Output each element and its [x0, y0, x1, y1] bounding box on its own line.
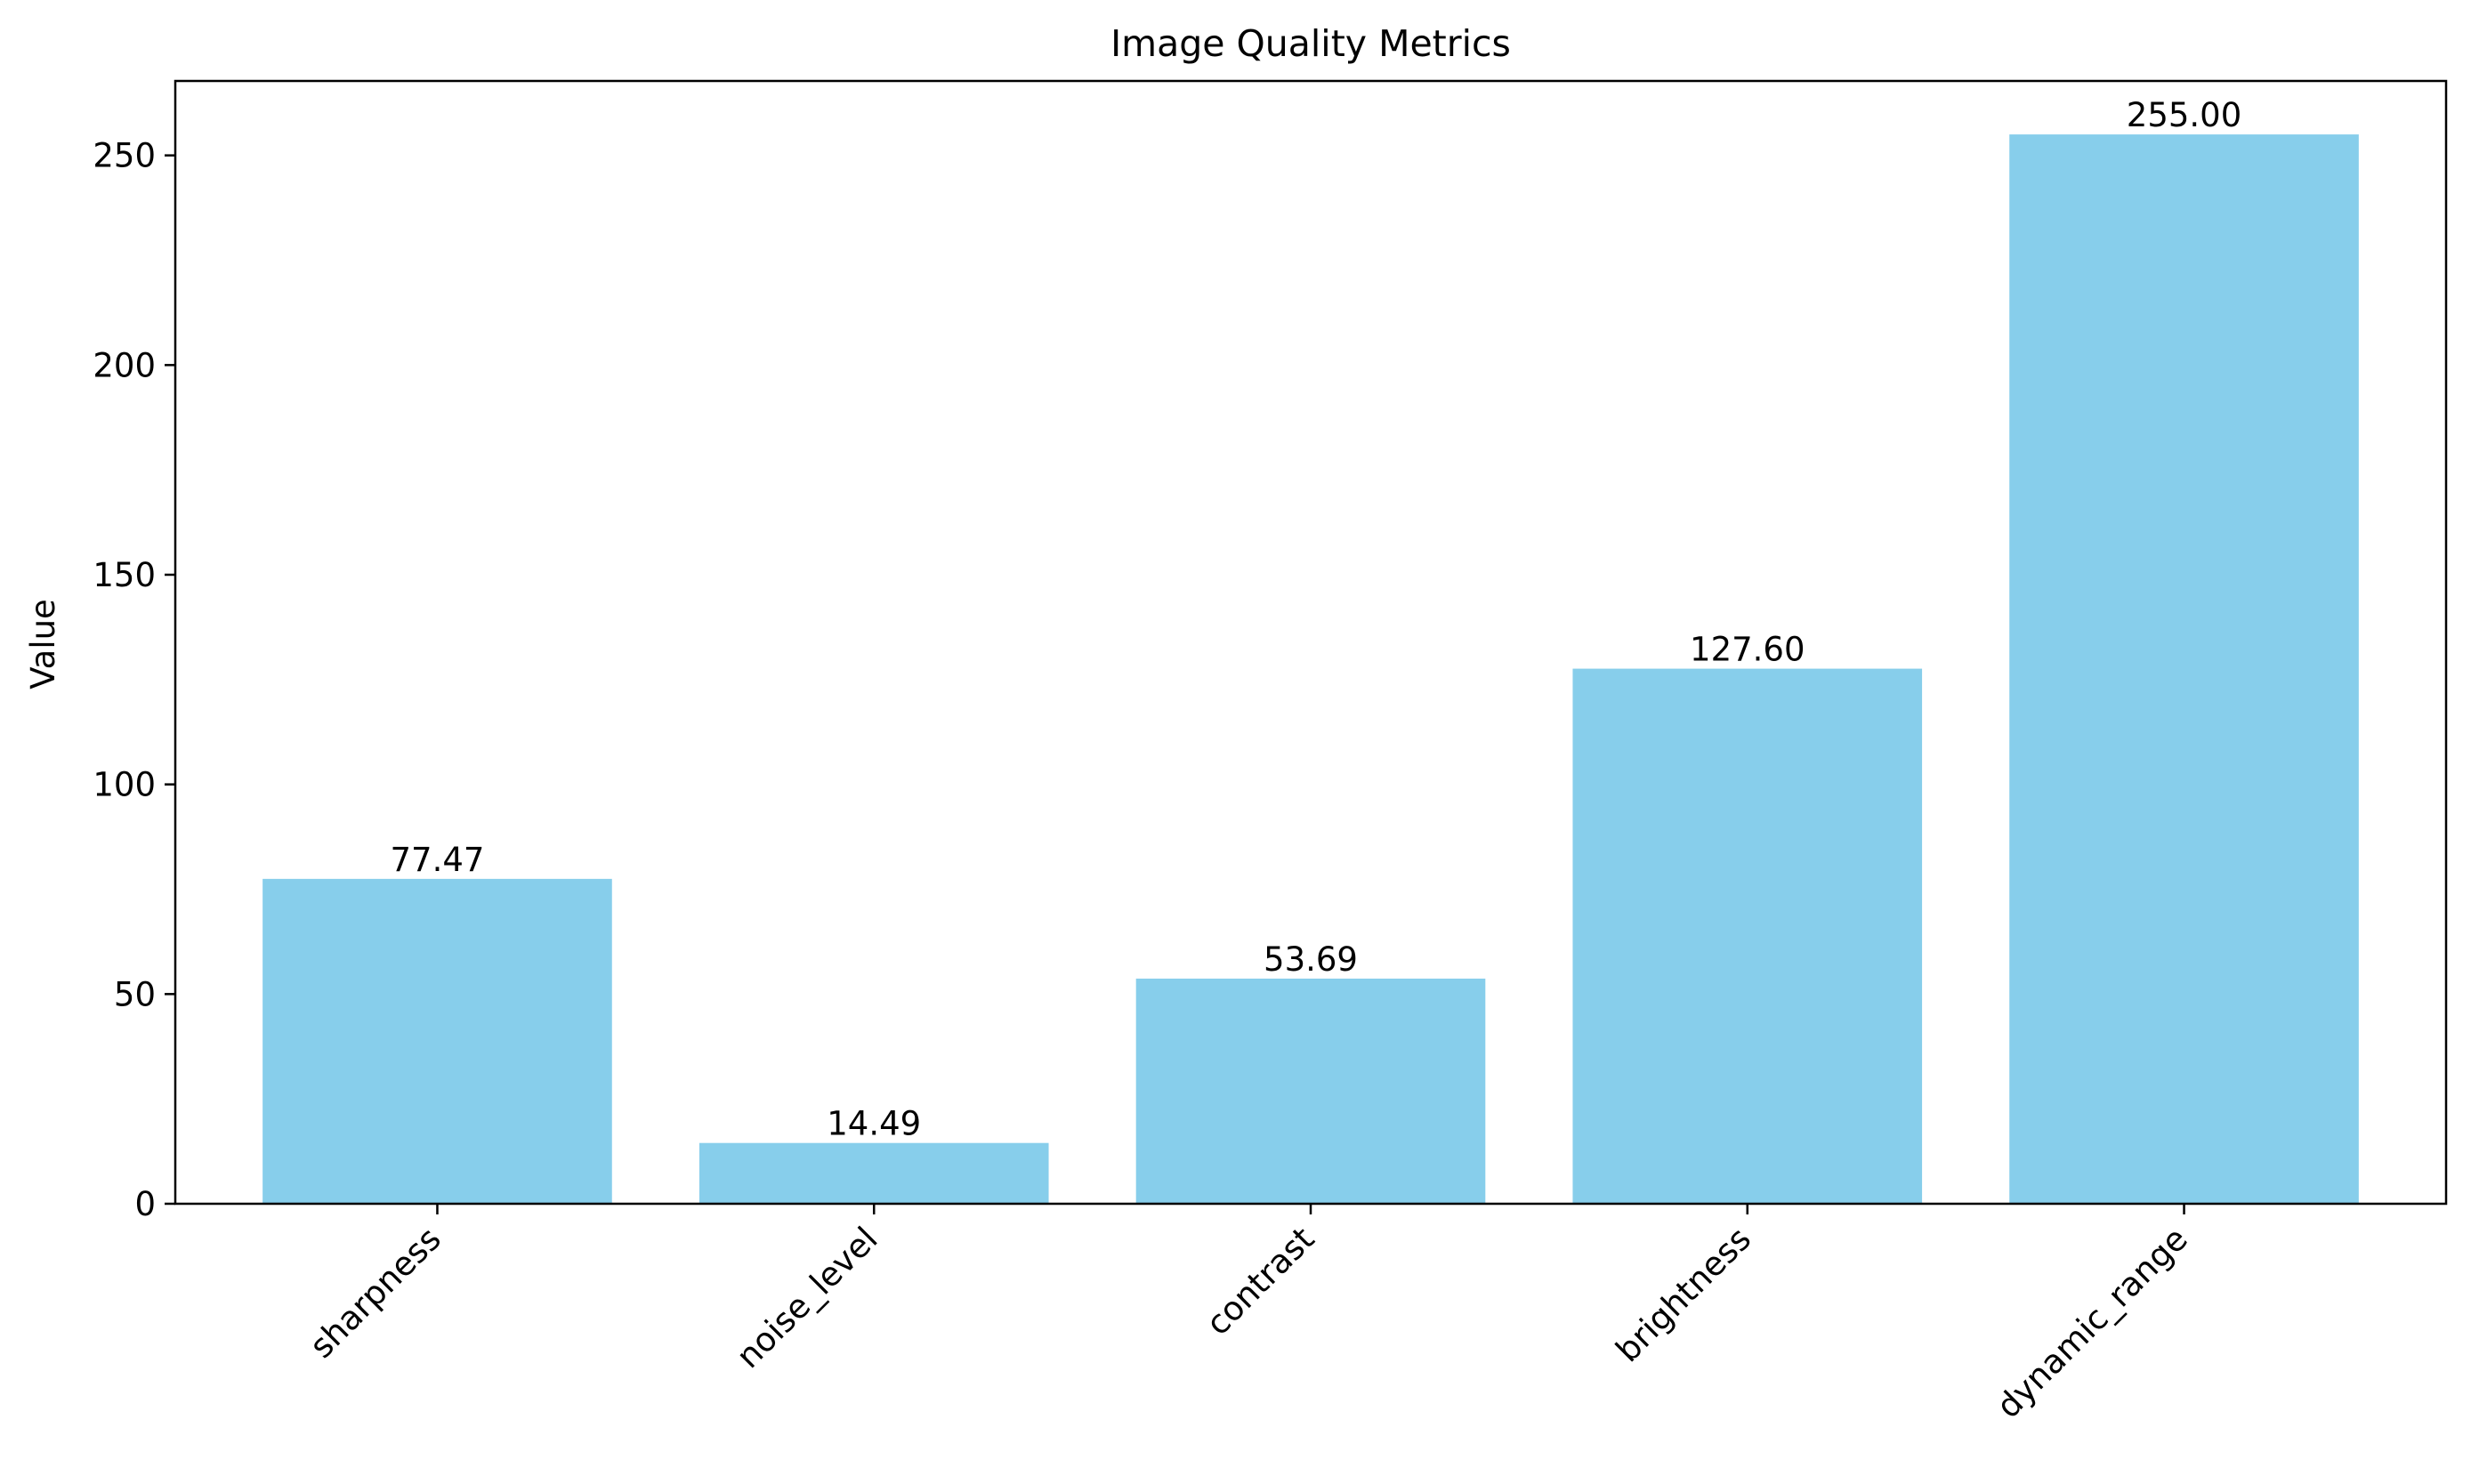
y-axis: 0 50 100 150 200 250: [93, 137, 175, 1223]
plot-frame: [174, 79, 2448, 1206]
bar-brightness: [1572, 668, 1923, 1204]
bar-contrast: [1135, 978, 1486, 1204]
y-tick-label: 200: [93, 346, 156, 384]
y-axis-label: Value: [24, 599, 62, 690]
chart-title: Image Quality Metrics: [1110, 22, 1511, 65]
y-tick-label: 0: [134, 1185, 156, 1223]
value-labels-layer: 77.47 14.49 53.69 127.60 255.00: [390, 96, 2241, 1143]
y-tick-label: 50: [114, 975, 156, 1013]
bar-value-label: 53.69: [1264, 940, 1358, 979]
bar-value-label: 127.60: [1690, 631, 1805, 669]
bars-layer: [262, 134, 2359, 1205]
bar-value-label: 77.47: [390, 841, 484, 879]
y-tick-label: 150: [93, 556, 156, 594]
bar-sharpness: [262, 878, 612, 1204]
y-tick-label: 250: [93, 137, 156, 175]
bar-noise-level: [699, 1142, 1049, 1204]
bar-value-label: 14.49: [827, 1105, 921, 1143]
bar-dynamic-range: [2009, 134, 2359, 1205]
y-tick-label: 100: [93, 766, 156, 804]
bar-value-label: 255.00: [2127, 96, 2241, 134]
